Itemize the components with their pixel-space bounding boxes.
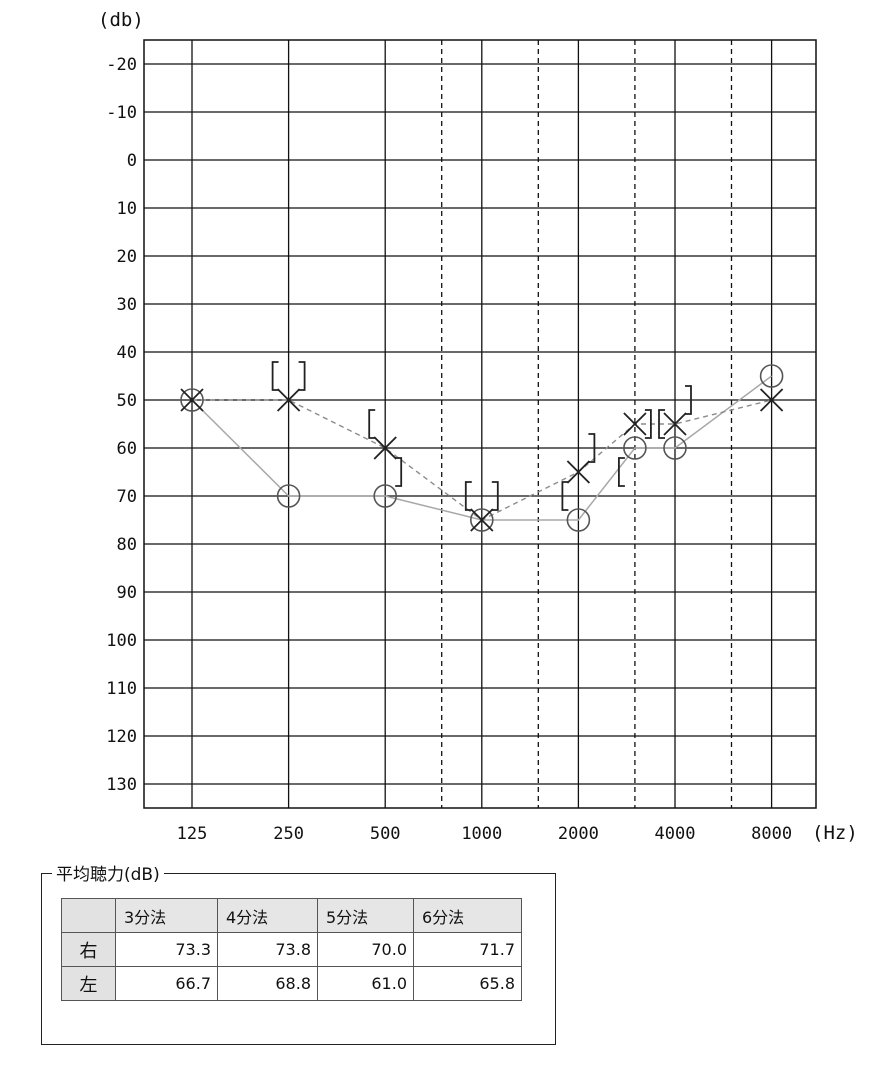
y-tick-label: 40 [117,343,137,363]
average-hearing-panel [41,873,556,1045]
table-cell: 73.8 [217,932,318,967]
y-tick-label: 130 [106,775,137,795]
average-hearing-legend: 平均聴力(dB) [52,860,164,885]
bone-left-marker [298,361,306,391]
average-hearing-table: 3分法 4分法 5分法 6分法 右 73.3 73.8 70.0 71.7 左 … [61,898,522,1001]
bone-left-marker [395,457,403,487]
x-tick-label: 2000 [558,824,599,844]
right-ear-marker [180,388,204,412]
column-header-4: 4分法 [217,898,318,933]
cross-stroke [623,412,647,436]
left-ear-marker [276,388,301,412]
y-tick-label: 50 [117,391,137,411]
chart-tick-labels: -20 -10 0 10 20 30 40 50 60 70 80 90 100 110 120 130 125… [106,55,792,844]
cross-stroke [663,412,687,436]
chart-grid [143,39,817,809]
cross-stroke [759,388,784,412]
right-ear-marker [373,484,398,508]
y-tick-label: 0 [127,151,137,171]
bone-right-marker [464,481,472,511]
y-tick-label: 70 [117,487,137,507]
row-header-right: 右 [61,932,116,967]
x-tick-label: 250 [273,824,304,844]
column-header-6: 6分法 [413,898,522,933]
x-tick-label: 8000 [751,824,792,844]
table-cell: 73.3 [115,932,218,967]
y-tick-label: -20 [106,55,137,75]
table-row-right: 右 73.3 73.8 70.0 71.7 [61,932,522,967]
right-ear-marker [276,484,301,508]
left-ear-marker [623,412,647,436]
chart-series-lines [191,375,773,521]
y-tick-label: 60 [117,439,137,459]
table-header-row: 3分法 4分法 5分法 6分法 [61,898,522,933]
bone-right-marker [618,457,625,487]
column-header-5: 5分法 [317,898,414,933]
bone-right-marker [561,481,569,511]
x-tick-label: 125 [177,824,208,844]
table-cell: 66.7 [115,966,218,1001]
left-ear-marker [470,508,494,532]
table-cell: 65.8 [413,966,522,1001]
audiogram-chart: -20 -10 0 10 20 30 40 50 60 70 80 90 100 110 120 130 125… [98,9,858,844]
cross-stroke [276,388,301,412]
table-cell: 71.7 [413,932,522,967]
x-axis-unit: (Hz) [812,822,858,844]
y-tick-label: -10 [106,103,137,123]
table-cell: 61.0 [317,966,414,1001]
right-ear-marker [469,508,494,532]
left-ear-marker [663,412,687,436]
right-ear-marker [623,436,647,460]
chart-markers [180,361,784,532]
table-cell: 70.0 [317,932,414,967]
y-tick-label: 20 [117,247,137,267]
left-ear-marker [180,388,204,412]
y-tick-label: 10 [117,199,137,219]
cross-stroke [373,436,397,460]
right-ear-marker [663,436,687,460]
right-ear-line [191,375,773,521]
left-ear-line [192,399,772,521]
x-tick-label: 500 [370,824,401,844]
bone-left-marker [491,481,499,511]
x-tick-label: 1000 [461,824,502,844]
column-header-3: 3分法 [115,898,218,933]
y-tick-label: 120 [106,727,137,747]
table-row-left: 左 66.7 68.8 61.0 65.8 [61,966,522,1001]
y-tick-label: 110 [106,679,137,699]
bone-left-marker [644,409,652,439]
table-corner-cell [61,898,116,933]
row-header-left: 左 [61,966,116,1001]
cross-stroke [180,388,204,412]
y-tick-label: 30 [117,295,137,315]
bone-right-marker [271,361,279,391]
bone-right-marker [658,409,665,439]
cross-stroke [470,508,494,532]
left-ear-marker [566,460,591,484]
bone-left-marker [685,385,692,415]
y-tick-label: 100 [106,631,137,651]
table-cell: 68.8 [217,966,318,1001]
y-tick-label: 80 [117,535,137,555]
right-ear-marker [566,508,591,532]
left-ear-marker [759,388,784,412]
right-ear-marker [759,364,784,388]
y-tick-label: 90 [117,583,137,603]
y-axis-unit: (db) [98,9,144,31]
bone-right-marker [368,409,376,439]
left-ear-marker [373,436,397,460]
x-tick-label: 4000 [655,824,696,844]
bone-left-marker [588,433,596,463]
cross-stroke [566,460,591,484]
plot-border [143,39,817,809]
